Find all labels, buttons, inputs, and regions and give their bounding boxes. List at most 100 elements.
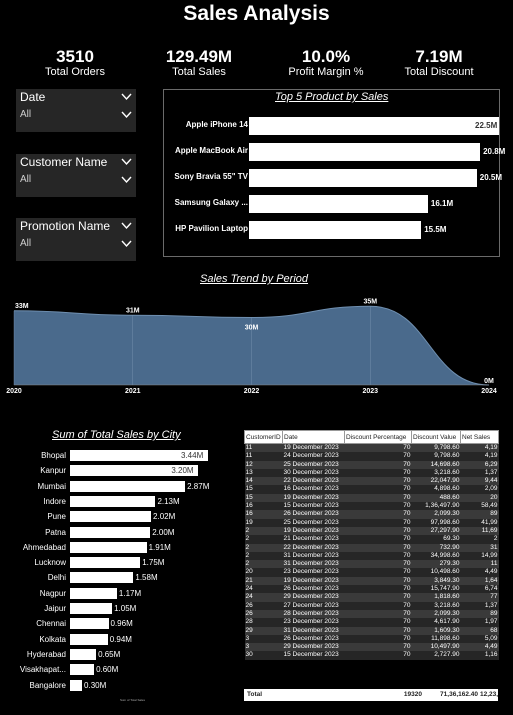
chevron-down-icon[interactable] xyxy=(121,240,132,248)
table-cell: 4,49 xyxy=(460,643,499,652)
chevron-down-icon[interactable] xyxy=(121,93,132,101)
table-row[interactable]: 16 26 December 2023 70 2,099.30 89 xyxy=(244,510,499,519)
table-row[interactable]: 11 24 December 2023 70 9,798.60 4,19 xyxy=(244,452,499,461)
chevron-down-icon[interactable] xyxy=(121,111,132,119)
city-bar xyxy=(70,526,151,538)
table-row[interactable]: 24 29 December 2023 70 1,818.60 77 xyxy=(244,593,499,602)
table-cell: 70 xyxy=(344,634,412,644)
table-cell: 15 December 2023 xyxy=(282,502,345,511)
table-row[interactable]: 29 31 December 2023 70 1,609.30 68 xyxy=(244,626,499,635)
table-cell: 11 xyxy=(244,452,283,461)
table-body: 11 19 December 2023 70 9,798.60 4,19 11 24 Dec… xyxy=(244,443,499,660)
table-cell: 70 xyxy=(344,543,412,552)
table-cell: 70 xyxy=(344,526,412,536)
table-row[interactable]: 11 19 December 2023 70 9,798.60 4,19 xyxy=(244,443,499,453)
product-value-label: 22.5M xyxy=(475,121,498,130)
table-row[interactable]: 16 15 December 2023 70 1,36,497.90 58,49 xyxy=(244,502,499,511)
kpi-label: Profit Margin % xyxy=(288,66,364,78)
table-cell: 41,99 xyxy=(460,518,499,527)
customer-name-slicer[interactable]: Customer Name All xyxy=(16,154,136,197)
table-cell: 3 xyxy=(244,643,283,652)
table-row[interactable]: 2 31 December 2023 70 279.30 11 xyxy=(244,560,499,569)
table-row[interactable]: 28 23 December 2023 70 4,617.90 1,97 xyxy=(244,618,499,627)
table-cell: 70 xyxy=(344,601,412,610)
slicer-value[interactable]: All xyxy=(20,238,32,249)
table-cell: 14,99 xyxy=(460,551,499,561)
top-products-title: Top 5 Product by Sales xyxy=(275,91,389,103)
table-cell: 1,64 xyxy=(460,576,499,586)
table-cell: 26 December 2023 xyxy=(282,510,345,519)
chevron-down-icon[interactable] xyxy=(121,176,132,184)
city-bar xyxy=(70,465,199,477)
table-cell: 15 xyxy=(244,493,283,503)
table-row[interactable]: 21 19 December 2023 70 3,849.30 1,64 xyxy=(244,576,499,586)
x-tick-label: 2021 xyxy=(125,388,141,395)
table-cell: 24 xyxy=(244,585,283,594)
table-row[interactable]: 30 15 December 2023 70 2,727.90 1,16 xyxy=(244,651,499,660)
table-cell: 15 xyxy=(244,485,283,494)
table-cell: 2 xyxy=(244,551,283,561)
city-bar xyxy=(70,495,156,507)
table-cell: 11,898.60 xyxy=(411,634,461,644)
table-row[interactable]: 26 27 December 2023 70 3,218.60 1,37 xyxy=(244,601,499,610)
city-label: Kanpur xyxy=(40,466,66,476)
table-cell: 19 December 2023 xyxy=(282,526,345,536)
table-row[interactable]: 2 31 December 2023 70 34,998.60 14,99 xyxy=(244,551,499,561)
table-row[interactable]: 2 19 December 2023 70 27,297.90 11,69 xyxy=(244,526,499,536)
kpi-label: Total Sales xyxy=(172,66,226,78)
table-cell: 10,497.90 xyxy=(411,643,461,652)
table-cell: 70 xyxy=(344,535,412,544)
table-row[interactable]: 13 30 December 2023 70 3,218.60 1,37 xyxy=(244,468,499,478)
chevron-down-icon[interactable] xyxy=(121,222,132,230)
table-row[interactable]: 14 22 December 2023 70 22,047.90 9,44 xyxy=(244,477,499,486)
table-cell: 12 xyxy=(244,460,283,469)
column-header: Date xyxy=(282,430,345,444)
table-cell: 2 xyxy=(244,526,283,536)
table-cell: 10,498.60 xyxy=(411,568,461,577)
table-row[interactable]: 3 29 December 2023 70 10,497.90 4,49 xyxy=(244,643,499,652)
table-row[interactable]: 26 28 December 2023 70 2,099.30 89 xyxy=(244,609,499,619)
table-row[interactable]: 2 21 December 2023 70 69.30 2 xyxy=(244,535,499,544)
city-bar xyxy=(70,557,141,569)
slicer-value[interactable]: All xyxy=(20,109,32,120)
table-cell: 24 December 2023 xyxy=(282,452,345,461)
table-row[interactable]: 12 25 December 2023 70 14,698.60 6,29 xyxy=(244,460,499,469)
table-cell: 22 December 2023 xyxy=(282,477,345,486)
table-cell: 1,818.60 xyxy=(411,593,461,602)
city-bar xyxy=(70,541,147,553)
city-value-label: 2.02M xyxy=(153,512,176,522)
table-cell: 2 xyxy=(244,560,283,569)
table-cell: 21 xyxy=(244,576,283,586)
table-row[interactable]: 19 25 December 2023 70 97,998.60 41,99 xyxy=(244,518,499,527)
table-cell: 23 December 2023 xyxy=(282,618,345,627)
column-header: Discount Value xyxy=(411,430,461,444)
table-cell: 1,609.30 xyxy=(411,626,461,635)
city-label: Indore xyxy=(43,496,66,506)
date-slicer[interactable]: Date All xyxy=(16,89,136,132)
sales-trend-line xyxy=(13,305,490,386)
table-row[interactable]: 3 26 December 2023 70 11,898.60 5,09 xyxy=(244,634,499,644)
table-cell: 89 xyxy=(460,609,499,619)
table-cell: 77 xyxy=(460,593,499,602)
table-row[interactable]: 24 26 December 2023 70 15,747.90 6,74 xyxy=(244,585,499,594)
kpi-value: 129.49M xyxy=(165,47,233,66)
slicer-value[interactable]: All xyxy=(20,174,32,185)
product-value-label: 20.8M xyxy=(483,147,506,156)
column-header: Net Sales xyxy=(460,430,499,444)
data-label: 33M xyxy=(15,303,29,310)
table-cell: 19 xyxy=(244,518,283,527)
promotion-name-slicer[interactable]: Promotion Name All xyxy=(16,218,136,261)
table-cell: 2,099.30 xyxy=(411,609,461,619)
table-cell: 14,698.60 xyxy=(411,460,461,469)
chevron-down-icon[interactable] xyxy=(121,158,132,166)
table-cell: 4,19 xyxy=(460,452,499,461)
table-row[interactable]: 20 23 December 2023 70 10,498.60 4,49 xyxy=(244,568,499,577)
table-cell: 9,798.60 xyxy=(411,443,461,453)
city-bar xyxy=(70,603,113,614)
city-value-label: 0.65M xyxy=(98,649,121,659)
table-row[interactable]: 2 22 December 2023 70 732.90 31 xyxy=(244,543,499,552)
table-row[interactable]: 15 16 December 2023 70 4,898.60 2,09 xyxy=(244,485,499,494)
table-cell: 11,69 xyxy=(460,526,499,536)
table-row[interactable]: 15 19 December 2023 70 488.60 20 xyxy=(244,493,499,503)
table-cell: 26 December 2023 xyxy=(282,634,345,644)
